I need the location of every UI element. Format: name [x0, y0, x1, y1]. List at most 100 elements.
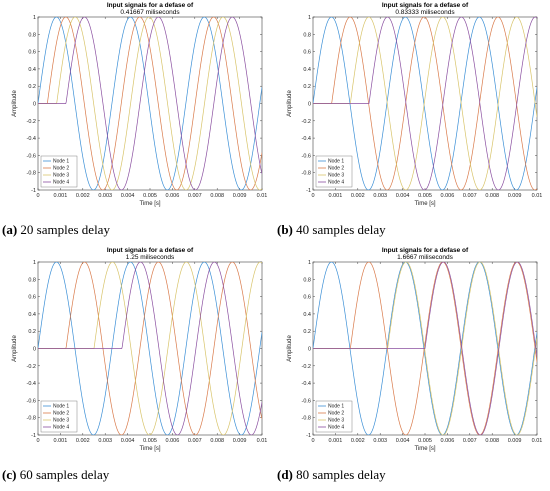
x-tick-label: 0.003: [373, 193, 387, 199]
caption: (b) 40 samples delay: [277, 222, 386, 238]
y-tick-label: -1: [306, 433, 311, 439]
y-tick-label: 0: [33, 347, 36, 353]
legend-label: Node 1: [328, 159, 344, 165]
caption-text: 60 samples delay: [19, 467, 110, 482]
series-line-node-3: [313, 17, 537, 190]
x-tick-label: 0.008: [210, 193, 224, 199]
y-tick-label: -1: [31, 188, 36, 194]
x-tick-label: 0.007: [463, 438, 477, 444]
x-tick-label: 0.007: [188, 438, 202, 444]
x-tick-label: 0: [311, 193, 314, 199]
chart-title: Input signals for a defase of: [107, 2, 194, 9]
x-tick-label: 0.001: [329, 193, 343, 199]
chart-svg: Input signals for a defase of0.41667 mil…: [12, 2, 268, 207]
x-axis-label: Time [s]: [139, 201, 160, 207]
y-tick-label: 0: [308, 102, 311, 108]
x-tick-label: 0.01: [257, 193, 268, 199]
x-tick-label: 0.01: [257, 438, 268, 444]
y-tick-label: 0.8: [28, 32, 36, 38]
caption: (a) 20 samples delay: [2, 222, 110, 238]
y-tick-label: 0.8: [28, 277, 36, 283]
caption: (d) 80 samples delay: [277, 467, 386, 483]
x-tick-label: 0.006: [166, 438, 180, 444]
x-tick-label: 0.004: [396, 438, 410, 444]
caption-letter: (a): [2, 222, 18, 237]
y-tick-label: -0.2: [302, 119, 311, 125]
y-tick-label: -0.6: [27, 398, 36, 404]
chart-panel-b: Input signals for a defase of 0.83333 mil…: [275, 0, 550, 245]
x-tick-label: 0.005: [143, 193, 157, 199]
y-tick-label: 0.6: [28, 295, 36, 301]
y-tick-label: -0.8: [27, 171, 36, 177]
x-tick-label: 0.006: [166, 193, 180, 199]
legend-label: Node 3: [328, 418, 344, 424]
series-line-node-2: [38, 17, 262, 190]
series-line-node-1: [313, 262, 537, 435]
y-tick-label: -0.6: [302, 398, 311, 404]
x-tick-label: 0.004: [121, 438, 135, 444]
x-tick-label: 0: [36, 438, 39, 444]
x-tick-label: 0.006: [441, 438, 455, 444]
y-tick-label: -0.2: [27, 364, 36, 370]
series-line-node-4: [313, 262, 537, 435]
caption-letter: (b): [277, 222, 293, 237]
y-tick-label: 0.8: [303, 277, 311, 283]
legend-label: Node 4: [53, 425, 69, 431]
caption-text: 40 samples delay: [296, 222, 386, 237]
series-line-node-1: [38, 262, 262, 435]
caption-letter: (c): [2, 467, 17, 482]
y-tick-label: -0.4: [302, 381, 311, 387]
y-tick-label: 0.2: [28, 329, 36, 335]
y-tick-label: 0.6: [303, 50, 311, 56]
y-tick-label: 0.4: [28, 312, 36, 318]
legend-label: Node 2: [53, 411, 69, 417]
x-tick-label: 0.009: [508, 193, 522, 199]
legend-label: Node 1: [328, 404, 344, 410]
x-tick-label: 0.01: [532, 438, 543, 444]
y-tick-label: 0: [33, 102, 36, 108]
x-tick-label: 0.002: [76, 438, 90, 444]
caption-letter: (d): [277, 467, 293, 482]
series-line-node-1: [313, 17, 537, 190]
y-tick-label: -0.6: [302, 153, 311, 159]
legend-label: Node 2: [328, 411, 344, 417]
legend-label: Node 4: [328, 425, 344, 431]
caption-text: 20 samples delay: [20, 222, 110, 237]
y-tick-label: 0.2: [303, 84, 311, 90]
y-axis-label: Amplitude: [12, 90, 18, 117]
y-tick-label: 0.2: [28, 84, 36, 90]
y-tick-label: 1: [308, 260, 311, 266]
y-tick-label: -0.4: [27, 136, 36, 142]
series-line-node-3: [38, 17, 262, 190]
series-line-node-2: [38, 262, 262, 435]
x-tick-label: 0.004: [121, 193, 135, 199]
series-line-node-2: [313, 262, 537, 435]
y-axis-label: Amplitude: [287, 90, 293, 117]
chart-title: Input signals for a defase of: [107, 247, 194, 254]
y-tick-label: -0.4: [302, 136, 311, 142]
legend-label: Node 4: [328, 180, 344, 186]
y-tick-label: 0.6: [28, 50, 36, 56]
caption-text: 80 samples delay: [296, 467, 386, 482]
chart-panel-a: Input signals for a defase of 0.41667 mil…: [0, 0, 275, 245]
y-tick-label: -0.8: [27, 416, 36, 422]
chart-svg: Input signals for a defase of0.83333 mil…: [287, 2, 542, 207]
chart-panel-c: Input signals for a defase of 1.25 milise…: [0, 245, 275, 490]
legend-label: Node 3: [53, 418, 69, 424]
y-tick-label: -0.6: [27, 153, 36, 159]
series-line-node-2: [313, 17, 537, 190]
x-tick-label: 0.009: [233, 438, 247, 444]
x-tick-label: 0.003: [373, 438, 387, 444]
x-tick-label: 0.002: [351, 193, 365, 199]
y-tick-label: 0.8: [303, 32, 311, 38]
x-tick-label: 0.005: [418, 438, 432, 444]
series-line-node-4: [313, 17, 537, 190]
x-tick-label: 0.008: [485, 438, 499, 444]
x-tick-label: 0.004: [396, 193, 410, 199]
x-tick-label: 0.005: [418, 193, 432, 199]
x-tick-label: 0.007: [188, 193, 202, 199]
y-tick-label: -0.2: [27, 119, 36, 125]
chart-title: Input signals for a defase of: [382, 2, 469, 9]
chart-subtitle: 0.41667 miliseconds: [120, 9, 180, 16]
x-tick-label: 0.008: [210, 438, 224, 444]
